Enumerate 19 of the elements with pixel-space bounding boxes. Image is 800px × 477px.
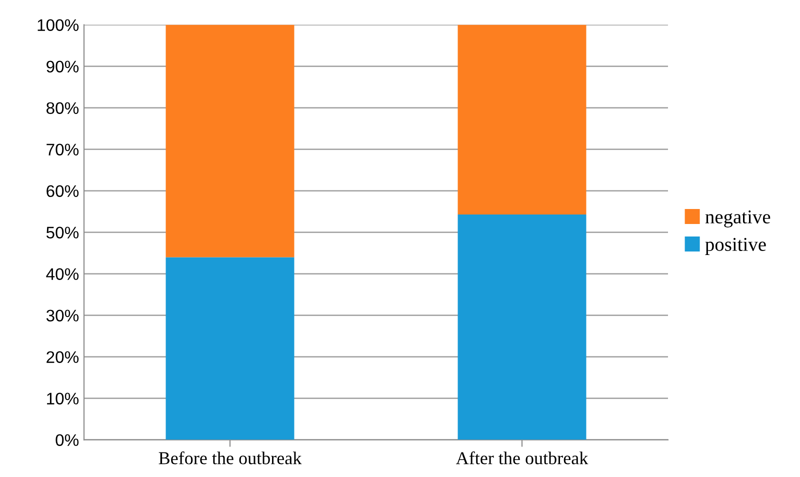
- y-tick-label: 20%: [46, 351, 79, 363]
- y-tick-label: 100%: [38, 19, 79, 32]
- y-tick-label: 0%: [56, 434, 79, 446]
- y-tick-label: 60%: [46, 185, 79, 198]
- y-tick-label: 70%: [46, 144, 79, 156]
- x-tick-label: Before the outbreak: [158, 451, 302, 464]
- y-tick-label: 30%: [46, 310, 79, 322]
- y-tick-label: 10%: [47, 392, 79, 404]
- legend-label: negative: [705, 210, 770, 228]
- y-tick-label: 90%: [46, 60, 79, 73]
- y-tick-label: 80%: [46, 102, 79, 114]
- y-tick-label: 50%: [46, 226, 79, 238]
- bar: [458, 24, 586, 214]
- bar: [458, 214, 586, 440]
- x-tick-label: After the outbreak: [456, 451, 588, 464]
- bar: [166, 24, 294, 258]
- bar: [166, 257, 294, 440]
- legend-label: positive: [705, 238, 766, 255]
- y-tick-label: 40%: [46, 268, 79, 280]
